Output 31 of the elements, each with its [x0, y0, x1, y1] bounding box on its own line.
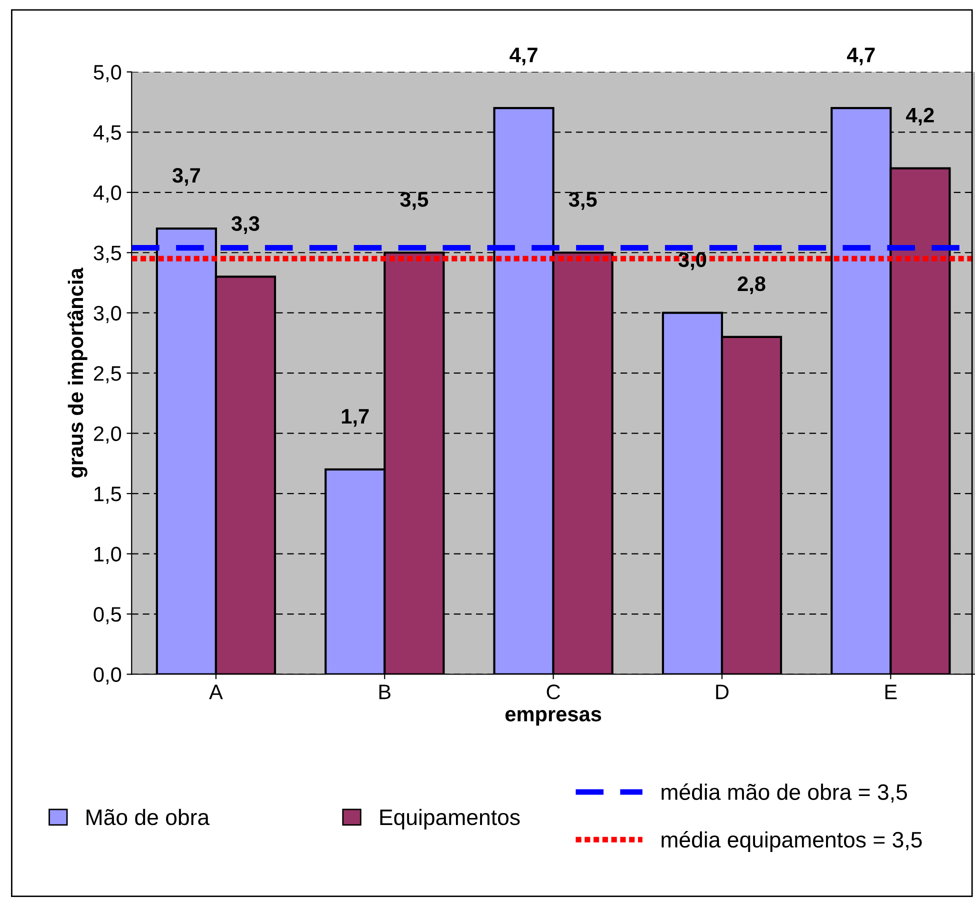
legend-label: média equipamentos = 3,5	[662, 831, 922, 852]
y-tick-label: 0,0	[94, 667, 122, 684]
legend-label: média mão de obra = 3,5	[662, 783, 907, 803]
x-tick-label: A	[209, 684, 223, 700]
data-label: 3,5	[568, 192, 597, 210]
y-tick-label: 0,5	[94, 607, 122, 624]
data-label: 1,7	[342, 409, 369, 427]
x-tick-label: E	[885, 684, 897, 700]
y-axis-title: graus de importância	[67, 268, 88, 478]
x-axis-title: empresas	[505, 710, 602, 726]
x-tick-label: B	[379, 684, 390, 700]
y-tick-label: 2,0	[94, 426, 122, 444]
data-label: 3,3	[231, 216, 260, 234]
legend-label: Equipamentos	[380, 808, 520, 830]
data-label: 3,5	[400, 192, 428, 210]
legend-label: Mão de obra	[86, 808, 210, 826]
data-label: 4,2	[906, 108, 934, 126]
y-tick-label: 4,5	[93, 125, 122, 142]
data-label: 4,7	[846, 48, 875, 66]
y-tick-label: 3,5	[94, 246, 122, 263]
x-tick-label: D	[716, 684, 729, 700]
data-label: 3,7	[172, 168, 200, 186]
y-tick-label: 1,5	[94, 486, 122, 504]
y-tick-label: 5,0	[94, 64, 122, 82]
data-label: 4,7	[510, 48, 538, 66]
y-tick-label: 4,0	[93, 185, 122, 203]
x-tick-label: C	[546, 684, 560, 700]
y-tick-label: 3,0	[94, 306, 122, 324]
data-label: 2,8	[738, 276, 766, 294]
y-tick-label: 2,5	[94, 366, 122, 384]
y-tick-label: 1,0	[94, 546, 122, 564]
